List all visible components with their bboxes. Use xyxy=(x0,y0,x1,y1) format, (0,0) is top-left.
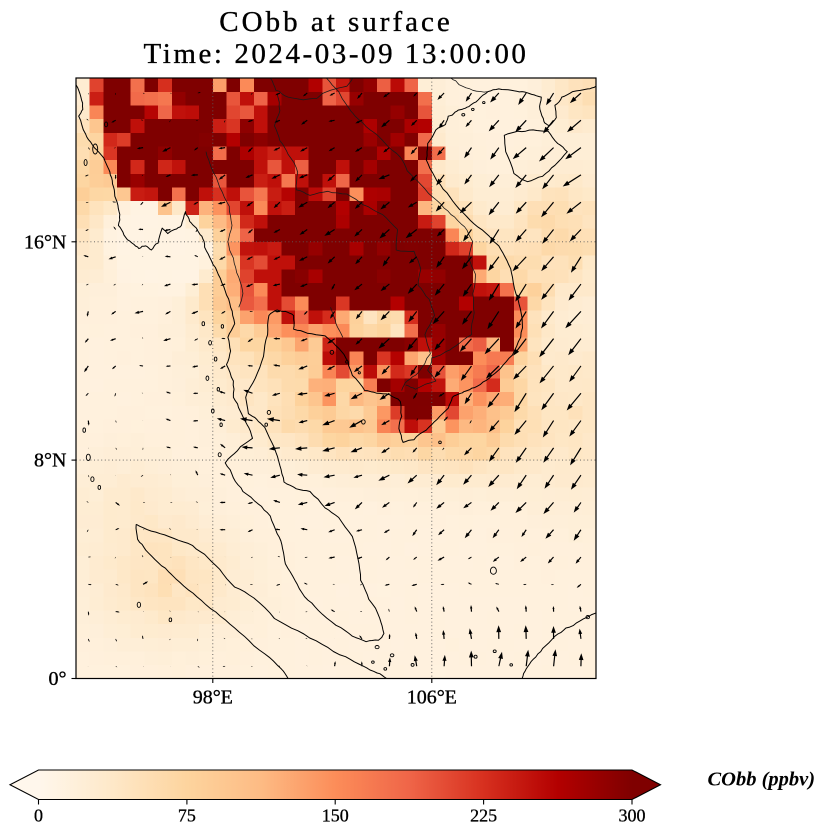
svg-text:Time: 2024-03-09 13:00:00: Time: 2024-03-09 13:00:00 xyxy=(144,38,529,70)
svg-text:150: 150 xyxy=(322,806,349,826)
svg-text:300: 300 xyxy=(619,806,646,826)
svg-text:106°E: 106°E xyxy=(407,687,457,709)
svg-text:0: 0 xyxy=(34,806,43,826)
svg-text:75: 75 xyxy=(178,806,196,826)
svg-text:16°N: 16°N xyxy=(24,231,66,253)
svg-text:CObb (ppbv): CObb (ppbv) xyxy=(708,769,816,791)
svg-text:225: 225 xyxy=(470,806,497,826)
svg-text:0°: 0° xyxy=(49,668,67,690)
svg-text:8°N: 8°N xyxy=(34,450,66,472)
svg-text:98°E: 98°E xyxy=(193,687,233,709)
svg-text:CObb at surface: CObb at surface xyxy=(219,6,452,38)
